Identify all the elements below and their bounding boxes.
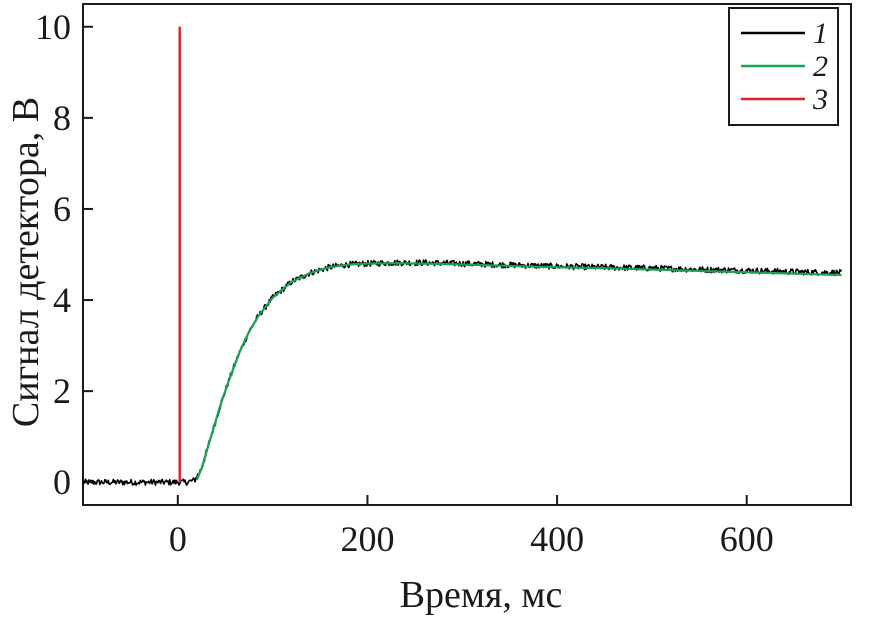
x-tick-label: 400 [530, 519, 584, 559]
legend-label-1: 1 [813, 17, 828, 50]
x-axis-title: Время, мс [400, 574, 563, 616]
plot-border [82, 3, 852, 506]
plot-frame [82, 3, 852, 506]
x-tick-label: 200 [340, 519, 394, 559]
y-tick-label: 2 [53, 371, 71, 411]
series-layer [82, 26, 843, 486]
x-tick-label: 600 [720, 519, 774, 559]
y-axis-title: Сигнал детектора, В [5, 97, 47, 427]
y-tick-label: 4 [53, 280, 71, 320]
axis-ticks: 0 200 400 600 0 2 4 6 8 10 [35, 7, 774, 559]
y-tick-label: 6 [53, 189, 71, 229]
y-tick-label: 0 [53, 462, 71, 502]
legend-label-2: 2 [813, 50, 828, 83]
legend: 123 [728, 7, 839, 126]
y-tick-label: 8 [53, 98, 71, 138]
x-tick-label: 0 [169, 519, 187, 559]
series-line-1 [82, 259, 843, 486]
y-tick-label: 10 [35, 7, 71, 47]
legend-label-3: 3 [812, 83, 828, 116]
series-line-2 [195, 262, 842, 481]
